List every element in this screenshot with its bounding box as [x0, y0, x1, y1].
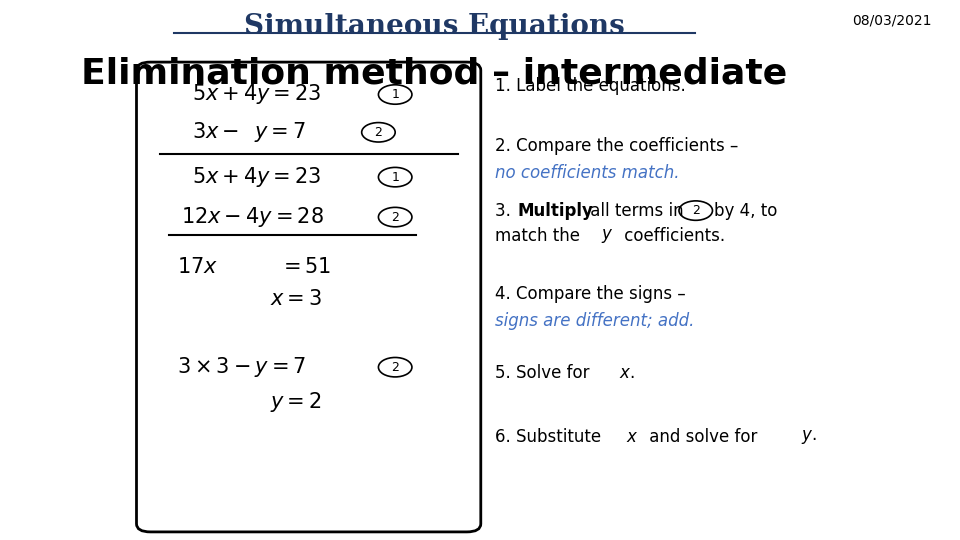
FancyBboxPatch shape — [136, 62, 481, 532]
Text: signs are different; add.: signs are different; add. — [494, 312, 694, 330]
Text: no coefficients match.: no coefficients match. — [494, 164, 680, 182]
Text: 2: 2 — [392, 211, 399, 224]
Text: 1. Label the equations.: 1. Label the equations. — [494, 77, 685, 96]
Text: 4. Compare the signs –: 4. Compare the signs – — [494, 285, 685, 303]
Text: all terms in: all terms in — [585, 201, 684, 220]
Text: by 4, to: by 4, to — [714, 201, 778, 220]
Text: 3.: 3. — [494, 201, 516, 220]
Text: $x$: $x$ — [626, 428, 638, 447]
Text: $y = 2$: $y = 2$ — [270, 390, 322, 414]
Text: $12x - 4y = 28$: $12x - 4y = 28$ — [181, 205, 324, 229]
Text: $5x + 4y = 23$: $5x + 4y = 23$ — [192, 83, 322, 106]
Text: $= 51$: $= 51$ — [278, 257, 331, 278]
Text: Elimination method – intermediate: Elimination method – intermediate — [82, 57, 787, 91]
Text: 1: 1 — [392, 171, 399, 184]
Text: $5x + 4y = 23$: $5x + 4y = 23$ — [192, 165, 322, 189]
Text: 2: 2 — [374, 126, 382, 139]
Text: and solve for: and solve for — [643, 428, 762, 447]
Text: 2. Compare the coefficients –: 2. Compare the coefficients – — [494, 137, 738, 155]
Text: $3 \times 3 - y = 7$: $3 \times 3 - y = 7$ — [177, 355, 306, 379]
Text: $x$.: $x$. — [619, 363, 636, 382]
Text: $3x -\;\; y = 7$: $3x -\;\; y = 7$ — [192, 120, 306, 144]
Text: 6. Substitute: 6. Substitute — [494, 428, 606, 447]
Text: Simultaneous Equations: Simultaneous Equations — [244, 14, 625, 40]
Text: 08/03/2021: 08/03/2021 — [852, 14, 932, 28]
Text: 2: 2 — [692, 204, 700, 217]
Text: $y$.: $y$. — [801, 428, 817, 447]
Text: 2: 2 — [392, 361, 399, 374]
Text: $x = 3$: $x = 3$ — [270, 288, 322, 309]
Text: coefficients.: coefficients. — [618, 227, 725, 245]
Text: match the: match the — [494, 227, 585, 245]
Text: 5. Solve for: 5. Solve for — [494, 363, 594, 382]
Text: $17x$: $17x$ — [177, 257, 218, 278]
Text: Multiply: Multiply — [517, 201, 593, 220]
Text: $y$: $y$ — [601, 227, 613, 245]
Text: 1: 1 — [392, 88, 399, 101]
